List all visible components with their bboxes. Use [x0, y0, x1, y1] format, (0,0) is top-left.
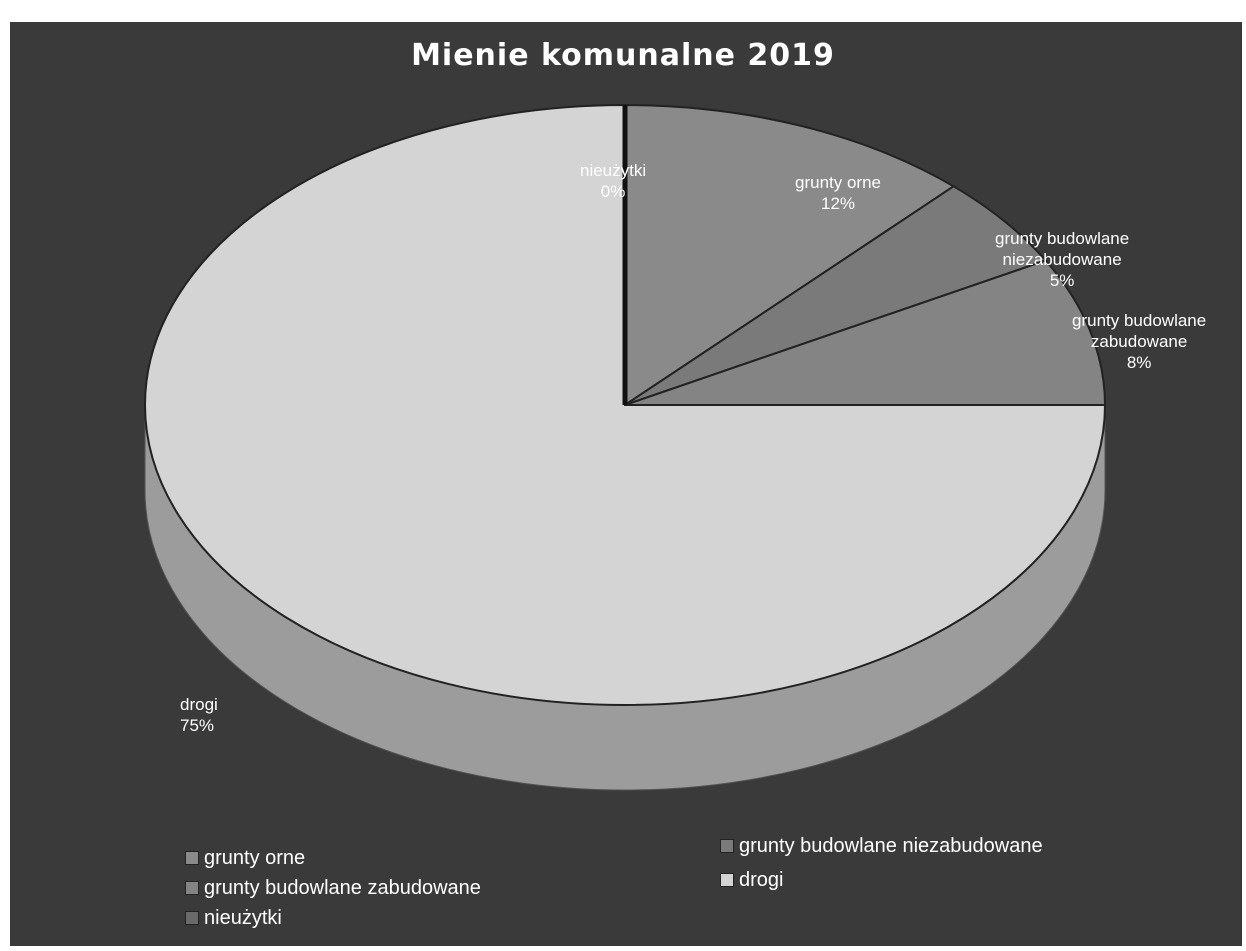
data-label-value: 75%	[180, 716, 215, 735]
legend-label: grunty budowlane niezabudowane	[739, 835, 1043, 857]
data-label-value: 8%	[1126, 353, 1152, 372]
legend-swatch	[720, 873, 734, 887]
legend-swatch	[720, 839, 734, 853]
legend-swatch	[185, 881, 199, 895]
legend-label: grunty budowlane zabudowane	[204, 877, 481, 899]
data-label-value: 5%	[1049, 271, 1075, 290]
pie-slice-grunty-orne	[624, 103, 956, 407]
data-label-value: 12%	[820, 194, 856, 213]
data-label-name: drogi	[180, 695, 218, 714]
chart-title: Mienie komunalne 2019	[411, 38, 835, 73]
data-label-name: nieużytki	[580, 161, 647, 180]
data-label-name: niezabudowane	[1002, 250, 1122, 269]
legend-swatch	[185, 911, 199, 925]
data-label-name: grunty budowlane	[995, 229, 1130, 248]
legend-label: drogi	[739, 869, 784, 891]
data-label-name: grunty orne	[795, 173, 881, 192]
data-label-grunty-budowlane-niezabudowane: grunty budowlane niezabudowane 5%	[995, 228, 1129, 291]
data-label-drogi: drogi 75%	[180, 694, 218, 736]
pie-slice-grunty-budowlane-zabudowane	[624, 259, 1107, 406]
data-label-name: zabudowane	[1090, 332, 1188, 351]
pie-slice-grunty-budowlane-niezabudowane	[624, 185, 1048, 406]
data-label-name: grunty budowlane	[1072, 311, 1207, 330]
legend-entry-grunty-budowlane-zabudowane: grunty budowlane zabudowane	[185, 876, 481, 900]
legend-label: nieużytki	[204, 907, 282, 929]
data-label-grunty-orne: grunty orne 12%	[795, 172, 881, 214]
legend-entry-nieuzytki: nieużytki	[185, 906, 282, 930]
legend-entry-drogi: drogi	[720, 868, 783, 892]
legend-entry-grunty-budowlane-niezabudowane: grunty budowlane niezabudowane	[720, 834, 1043, 858]
pie-slice-drogi	[144, 103, 1107, 706]
data-label-nieuzytki: nieużytki 0%	[580, 160, 646, 202]
legend-label: grunty orne	[204, 847, 306, 869]
pie-top	[144, 103, 1107, 706]
legend-entry-grunty-orne: grunty orne	[185, 846, 305, 870]
data-label-grunty-budowlane-zabudowane: grunty budowlane zabudowane 8%	[1072, 310, 1206, 373]
legend-swatch	[185, 851, 199, 865]
data-label-value: 0%	[600, 182, 626, 201]
